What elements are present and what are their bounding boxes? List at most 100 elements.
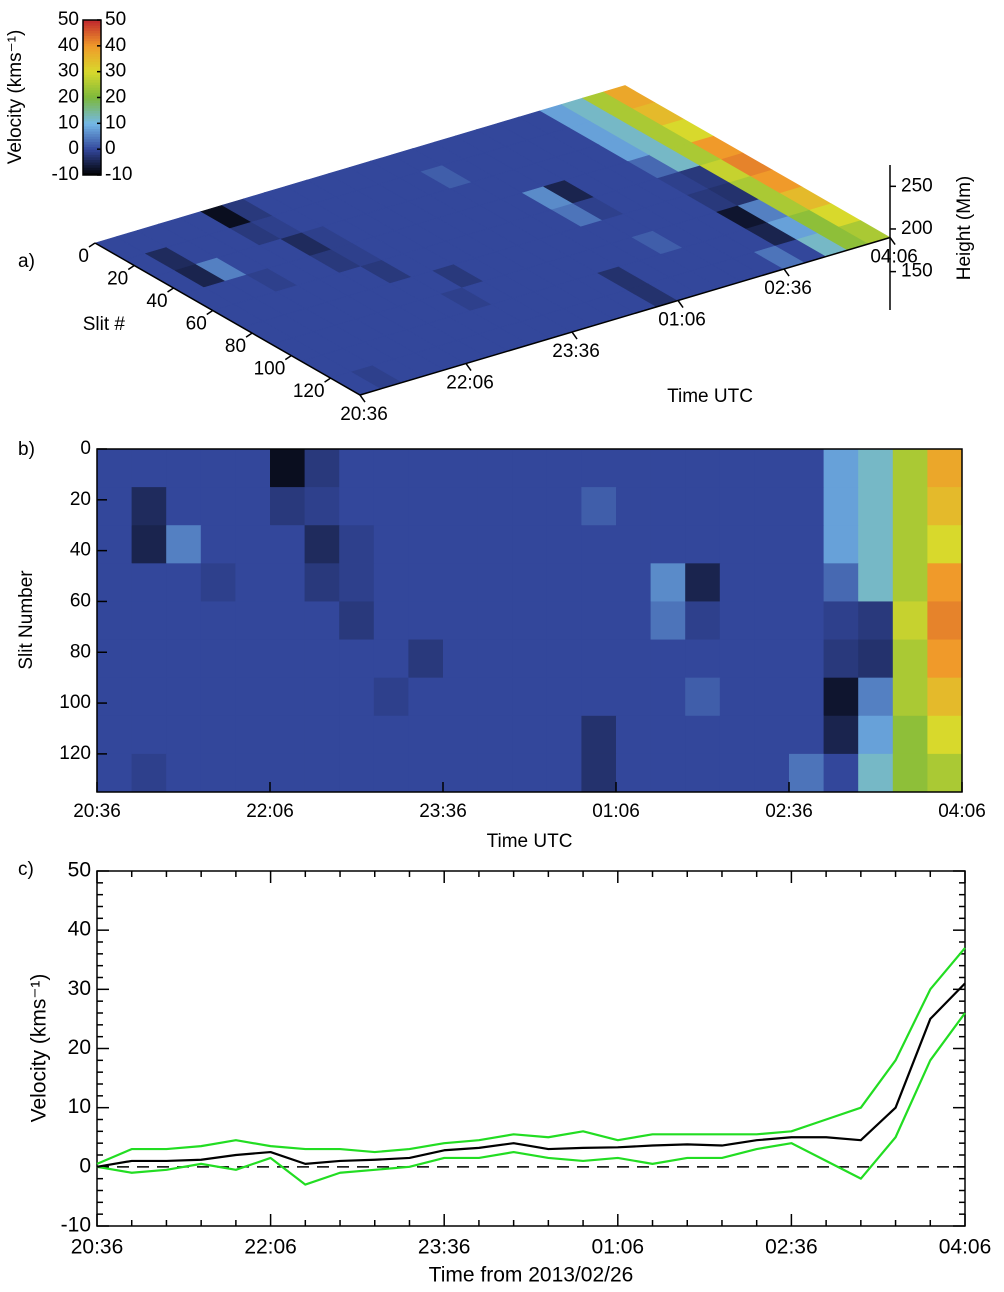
heatmap-cell [754,715,790,755]
x-tick-label: 22:06 [446,373,494,394]
y-axis-label: Slit Number [16,570,37,670]
heatmap-cell [789,715,825,755]
heatmap-cell [685,677,721,717]
heatmap-cell [408,487,444,526]
x-tick-label: 20:36 [73,801,121,822]
heatmap-cell [131,487,167,526]
heatmap-cell [650,449,686,488]
heatmap-cell [927,753,963,793]
heatmap-cell [97,487,133,526]
heatmap-cell [892,563,928,602]
heatmap-cell [235,677,271,717]
heatmap-cell [512,601,548,641]
heatmap-cell [616,639,652,679]
heatmap-cell [443,563,479,602]
heatmap-cell [512,753,548,793]
heatmap-cell [546,715,582,755]
heatmap-cell [892,677,928,717]
heatmap-cell [339,449,375,488]
heatmap-cell [650,563,686,602]
y-tick-label: 120 [293,381,325,402]
heatmap-cell [373,753,409,793]
heatmap-cell [823,639,859,679]
heatmap-cell [166,601,202,641]
x-axis-label: Time from 2013/02/26 [429,1264,634,1287]
y-tick-label: 60 [186,314,207,335]
colorbar-tick-label: 10 [58,112,79,133]
colorbar-swatch [83,120,101,124]
heatmap-cell [97,715,133,755]
heatmap-cell [789,601,825,641]
colorbar-swatch [83,105,101,109]
colorbar-tick-label: 0 [68,138,79,159]
heatmap-cell [131,601,167,641]
heatmap-cell [858,753,894,793]
heatmap-cell [408,601,444,641]
y-tick-label: 120 [59,743,91,764]
heatmap-cell [131,639,167,679]
heatmap-cell [408,753,444,793]
y-tick-label: 60 [70,590,91,611]
heatmap-cell [373,639,409,679]
heatmap-cell [339,753,375,793]
x-tick-label: 23:36 [418,1236,471,1259]
x-tick-label: 20:36 [71,1236,124,1259]
heatmap-cell [512,677,548,717]
colorbar-swatch [83,113,101,117]
heatmap-cell [373,525,409,564]
heatmap-cell [789,449,825,488]
heatmap-cell [546,639,582,679]
heatmap-cell [443,715,479,755]
colorbar-swatch [83,156,101,160]
heatmap-cell [304,677,340,717]
panel-label: a) [18,251,35,272]
plot-frame [96,448,963,793]
heatmap-cell [200,677,236,717]
heatmap-cell [200,715,236,755]
heatmap-cell [650,525,686,564]
colorbar-swatch [83,146,101,150]
heatmap-cell [892,715,928,755]
series-line [96,982,966,1168]
colorbar-swatch [83,164,101,168]
heatmap-cell [512,525,548,564]
colorbar-swatch [83,172,101,176]
heatmap-cell [131,449,167,488]
heatmap-cell [270,639,306,679]
y-tick [88,242,96,248]
heatmap-cell [339,601,375,641]
heatmap-cell [443,487,479,526]
colorbar-swatch [83,162,101,166]
heatmap-cell [581,563,617,602]
heatmap-cell [685,525,721,564]
colorbar-swatch [83,133,101,137]
heatmap-cell [754,677,790,717]
heatmap-cell [408,449,444,488]
colorbar-swatch [83,51,101,55]
heatmap-cell [304,449,340,488]
heatmap-cell [200,449,236,488]
y-tick [167,287,174,293]
heatmap-cell [166,525,202,564]
colorbar-swatch [83,149,101,153]
heatmap-cell [408,563,444,602]
heatmap-cell [823,601,859,641]
x-tick-label: 02:36 [764,278,812,299]
heatmap-cell [789,639,825,679]
x-tick-label: 02:36 [765,1236,818,1259]
heatmap-cell [858,563,894,602]
heatmap-cell [512,563,548,602]
colorbar-swatch [83,151,101,155]
x-axis-label: Time UTC [487,831,573,852]
heatmap-cell [546,525,582,564]
heatmap-cell [270,487,306,526]
heatmap-cell [443,677,479,717]
heatmap-cell [97,525,133,564]
colorbar-swatch [83,63,101,67]
heatmap-cell [892,487,928,526]
heatmap-cell [512,487,548,526]
heatmap-cell [685,753,721,793]
y-tick-label: 100 [254,359,286,380]
heatmap-cell [477,487,513,526]
heatmap-cell [339,487,375,526]
